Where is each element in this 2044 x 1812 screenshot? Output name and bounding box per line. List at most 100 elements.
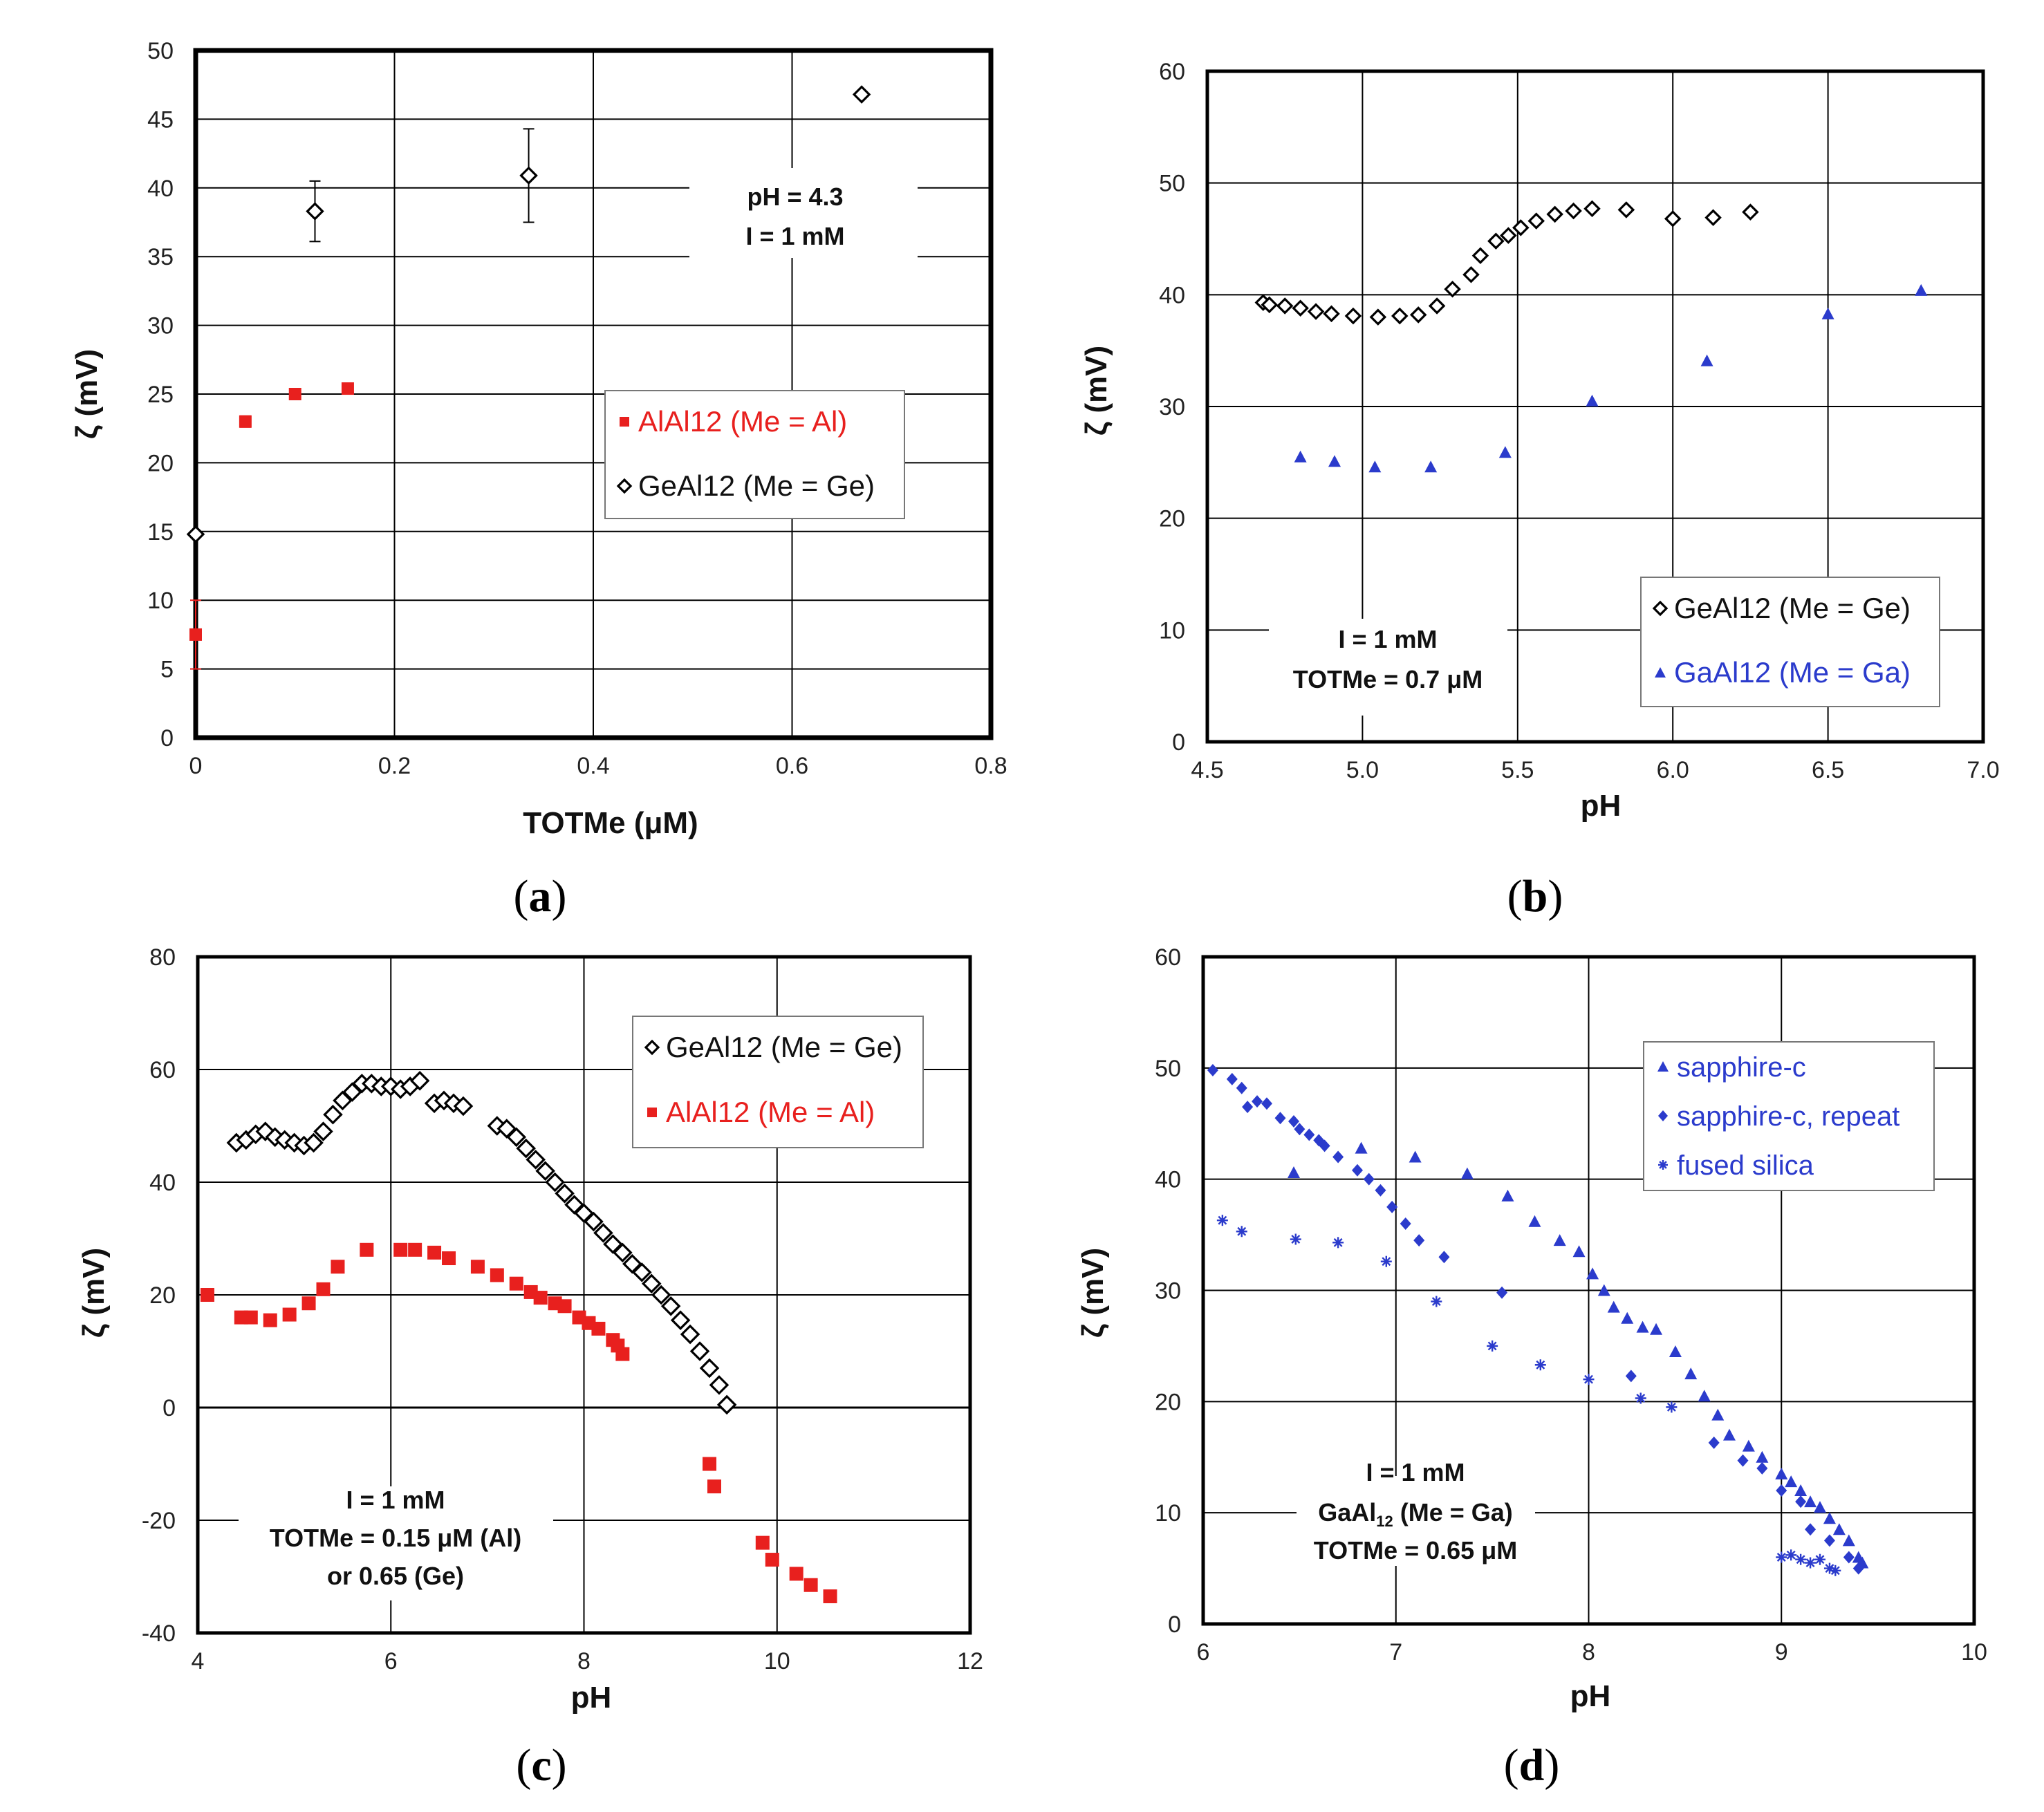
data-point [670, 1310, 691, 1330]
x-tick-label: 6.0 [1657, 757, 1689, 783]
series-geal12-me-ge- [186, 85, 871, 544]
data-point [1496, 1286, 1508, 1299]
legend-box [1640, 577, 1940, 707]
data-point [1276, 297, 1294, 315]
x-axis-label: pH [1581, 789, 1622, 823]
legend-label: AlAl12 (Me = Al) [666, 1096, 875, 1128]
y-tick-label: 40 [1159, 282, 1185, 308]
data-point [1344, 307, 1362, 325]
plot-frame [196, 955, 972, 1635]
data-point [509, 1276, 523, 1291]
legend-label: GeAl12 (Me = Ge) [638, 469, 875, 502]
annotation-subscript: 12 [1376, 1513, 1393, 1530]
x-tick-label: 0.6 [776, 753, 808, 779]
plot-frame [1205, 69, 1985, 744]
y-tick-label: 80 [149, 944, 176, 971]
data-point [1498, 446, 1512, 458]
data-point [1756, 1450, 1769, 1463]
x-tick-label: 8 [1582, 1639, 1595, 1665]
data-point [707, 1479, 721, 1494]
y-tick-label: 20 [147, 450, 174, 476]
y-tick-label: 10 [1155, 1500, 1181, 1526]
data-point [506, 1127, 527, 1148]
data-point [632, 1262, 652, 1282]
data-point [1795, 1495, 1807, 1509]
data-point [1915, 283, 1928, 296]
chart-d: 6 7 8 9 10 0 10 20 30 40 50 60 pH ζ (mV) I = 1 mM GaAl1… [1076, 944, 1987, 1791]
data-point [323, 1104, 343, 1125]
data-point [1294, 450, 1307, 463]
data-point [1722, 1428, 1736, 1441]
data-point [651, 1285, 671, 1305]
data-point [1572, 1245, 1586, 1258]
data-point [1711, 1408, 1725, 1421]
panel-caption: (b) [1507, 871, 1563, 922]
data-point [1352, 1164, 1363, 1177]
data-point [1830, 1565, 1841, 1576]
data-point [1546, 205, 1563, 223]
data-point [1823, 1512, 1836, 1524]
data-point [470, 1260, 485, 1274]
data-point [427, 1245, 442, 1260]
data-point [535, 1161, 555, 1181]
y-tick-label: 60 [1159, 59, 1185, 85]
data-point [1290, 1233, 1301, 1245]
x-tick-label: 7.0 [1967, 757, 1999, 783]
data-point [1583, 1374, 1595, 1385]
data-point [1669, 1345, 1682, 1357]
data-point [1261, 1097, 1272, 1110]
data-point [1617, 201, 1635, 218]
y-axis-label: ζ (mV) [1076, 1248, 1110, 1338]
y-tick-label: 35 [147, 244, 174, 270]
chart-c: 4 6 8 10 12 -40 -20 0 20 40 60 80 pH ζ (mV) I = 1 mM TO… [77, 944, 983, 1791]
data-point [301, 1296, 316, 1311]
y-tick-label: 0 [1168, 1612, 1181, 1638]
annotation-box [239, 1486, 553, 1600]
data-point [1742, 1439, 1755, 1452]
data-point [393, 1242, 408, 1257]
y-tick-label: 50 [1155, 1056, 1181, 1082]
y-tick-label: 10 [147, 588, 174, 614]
y-tick-label: 60 [1155, 944, 1181, 971]
caption-paren: ) [552, 1740, 567, 1791]
data-point [243, 1310, 258, 1325]
legend-marker [1652, 600, 1669, 617]
y-tick-label: 0 [160, 725, 174, 751]
x-tick-label: 5.5 [1501, 757, 1534, 783]
data-point [1527, 212, 1545, 230]
panel-caption: (c) [516, 1740, 566, 1791]
series-alal12-me-al- [189, 382, 354, 670]
data-point [341, 382, 354, 395]
x-tick-label: 0 [189, 753, 203, 779]
data-point [1391, 307, 1409, 325]
data-point [519, 166, 538, 185]
y-tick-label: 0 [162, 1395, 176, 1421]
data-point [263, 1313, 277, 1327]
legend-label: AlAl12 (Me = Al) [638, 405, 847, 438]
x-tick-label: 4.5 [1191, 757, 1223, 783]
y-axis-label: ζ (mV) [77, 1248, 111, 1338]
data-point [490, 1268, 504, 1282]
data-point [1700, 354, 1713, 366]
data-point [615, 1347, 630, 1361]
data-point [1565, 202, 1582, 220]
data-point [526, 1150, 546, 1170]
annotation-line: pH = 4.3 [747, 183, 843, 211]
data-point [1303, 1128, 1315, 1141]
data-point [533, 1291, 548, 1305]
legend-marker [647, 1108, 657, 1117]
caption-paren: ) [1544, 1740, 1559, 1791]
annotation-box [689, 168, 918, 258]
data-point [1242, 1101, 1254, 1114]
data-point [1823, 1534, 1835, 1547]
data-point [288, 388, 301, 400]
data-point [1775, 1467, 1788, 1479]
data-point [1794, 1484, 1808, 1496]
data-point [1708, 1436, 1720, 1449]
data-point [1428, 297, 1446, 315]
data-point [1288, 1166, 1301, 1179]
data-point [1274, 1112, 1286, 1125]
data-point [1369, 308, 1387, 326]
data-point [1409, 1150, 1422, 1163]
